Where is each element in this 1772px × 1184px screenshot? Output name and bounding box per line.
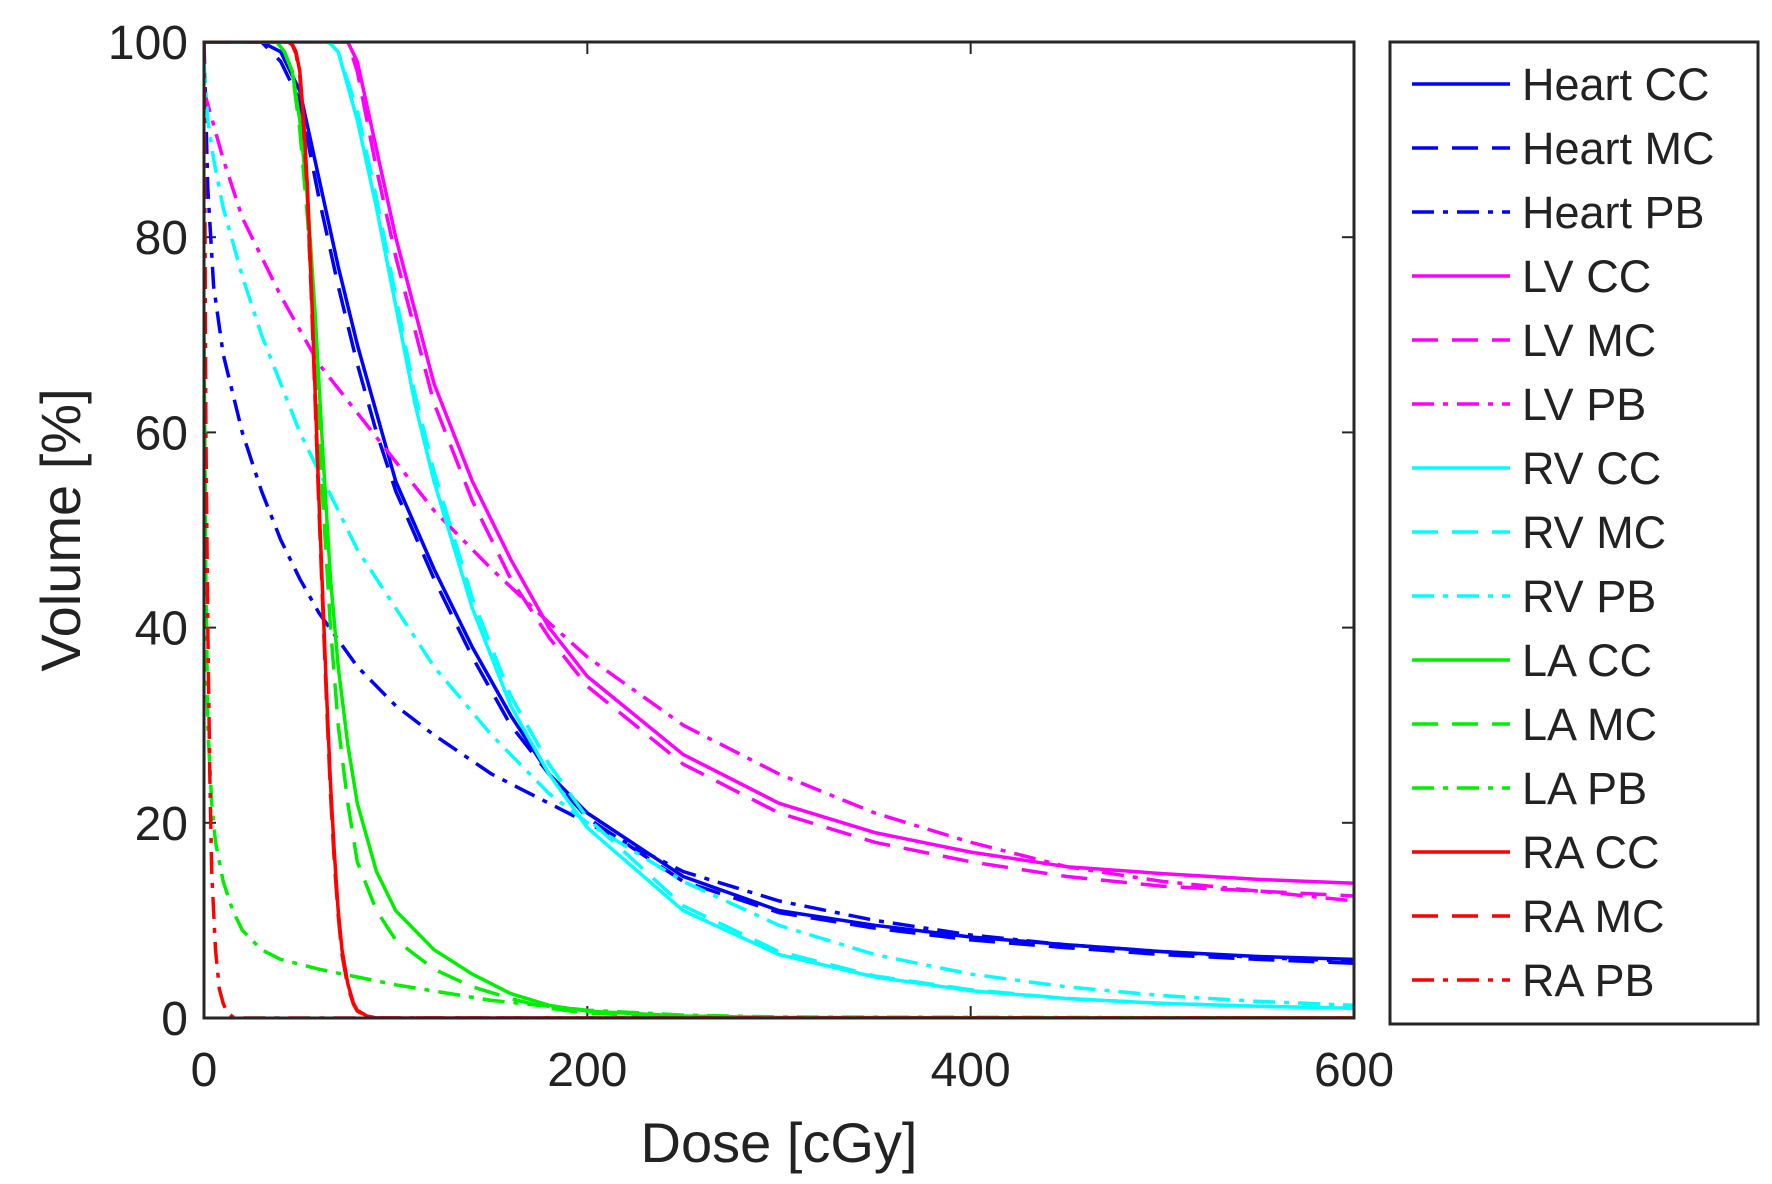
- legend-label: LV MC: [1522, 315, 1656, 366]
- series-line-heart-mc: [204, 42, 1354, 966]
- y-tick-label: 40: [135, 603, 188, 656]
- x-tick-label: 400: [931, 1044, 1011, 1097]
- legend-label: Heart CC: [1522, 59, 1710, 110]
- legend-box: [1388, 40, 1760, 1026]
- plot-background: [204, 42, 1354, 1018]
- legend-label: RA CC: [1522, 827, 1660, 878]
- series-line-lv-pb: [204, 90, 1354, 903]
- y-tick-label: 100: [108, 17, 188, 70]
- legend-label: Heart PB: [1522, 187, 1705, 238]
- legend-label: RA PB: [1522, 955, 1655, 1006]
- series-line-heart-cc: [204, 42, 1354, 962]
- y-tick-label: 0: [161, 993, 188, 1046]
- legend-label: RV CC: [1522, 443, 1661, 494]
- series-line-lv-cc: [204, 42, 1354, 886]
- series-line-heart-pb: [204, 42, 1354, 964]
- legend-label: RV MC: [1522, 507, 1666, 558]
- y-tick-label: 60: [135, 407, 188, 460]
- series-line-la-pb: [204, 334, 1354, 1018]
- y-axis-ticks: 0 20 40 60 80 100: [108, 17, 1354, 1046]
- legend-label: RV PB: [1522, 571, 1656, 622]
- x-tick-label: 600: [1314, 1044, 1394, 1097]
- legend-label: LA MC: [1522, 699, 1657, 750]
- series-line-rv-mc: [204, 42, 1354, 1010]
- legend-label: LA PB: [1522, 763, 1647, 814]
- plot-area: 0 200 400 600 0 20 40 60 80 100: [108, 17, 1394, 1097]
- series-line-rv-pb: [204, 61, 1354, 1008]
- series-layer: [204, 42, 1354, 1018]
- legend-label: RA MC: [1522, 891, 1665, 942]
- y-tick-label: 80: [135, 212, 188, 265]
- series-line-ra-mc: [204, 42, 1354, 1018]
- legend-label: Heart MC: [1522, 123, 1715, 174]
- y-tick-label: 20: [135, 798, 188, 851]
- x-axis-label: Dose [cGy]: [641, 1111, 918, 1174]
- legend: Heart CC Heart MC Heart PB LV CC LV MC LV PB R…: [1388, 40, 1760, 1026]
- series-line-la-mc: [204, 42, 1354, 1018]
- y-axis-label: Volume [%]: [29, 388, 92, 671]
- plot-frame: [202, 40, 1356, 1020]
- series-line-lv-mc: [204, 42, 1354, 898]
- legend-items: Heart CC Heart MC Heart PB LV CC LV MC LV PB R…: [1412, 59, 1715, 1006]
- legend-label: LA CC: [1522, 635, 1652, 686]
- x-tick-label: 200: [547, 1044, 627, 1097]
- x-tick-label: 0: [191, 1044, 218, 1097]
- legend-label: LV PB: [1522, 379, 1646, 430]
- legend-label: LV CC: [1522, 251, 1651, 302]
